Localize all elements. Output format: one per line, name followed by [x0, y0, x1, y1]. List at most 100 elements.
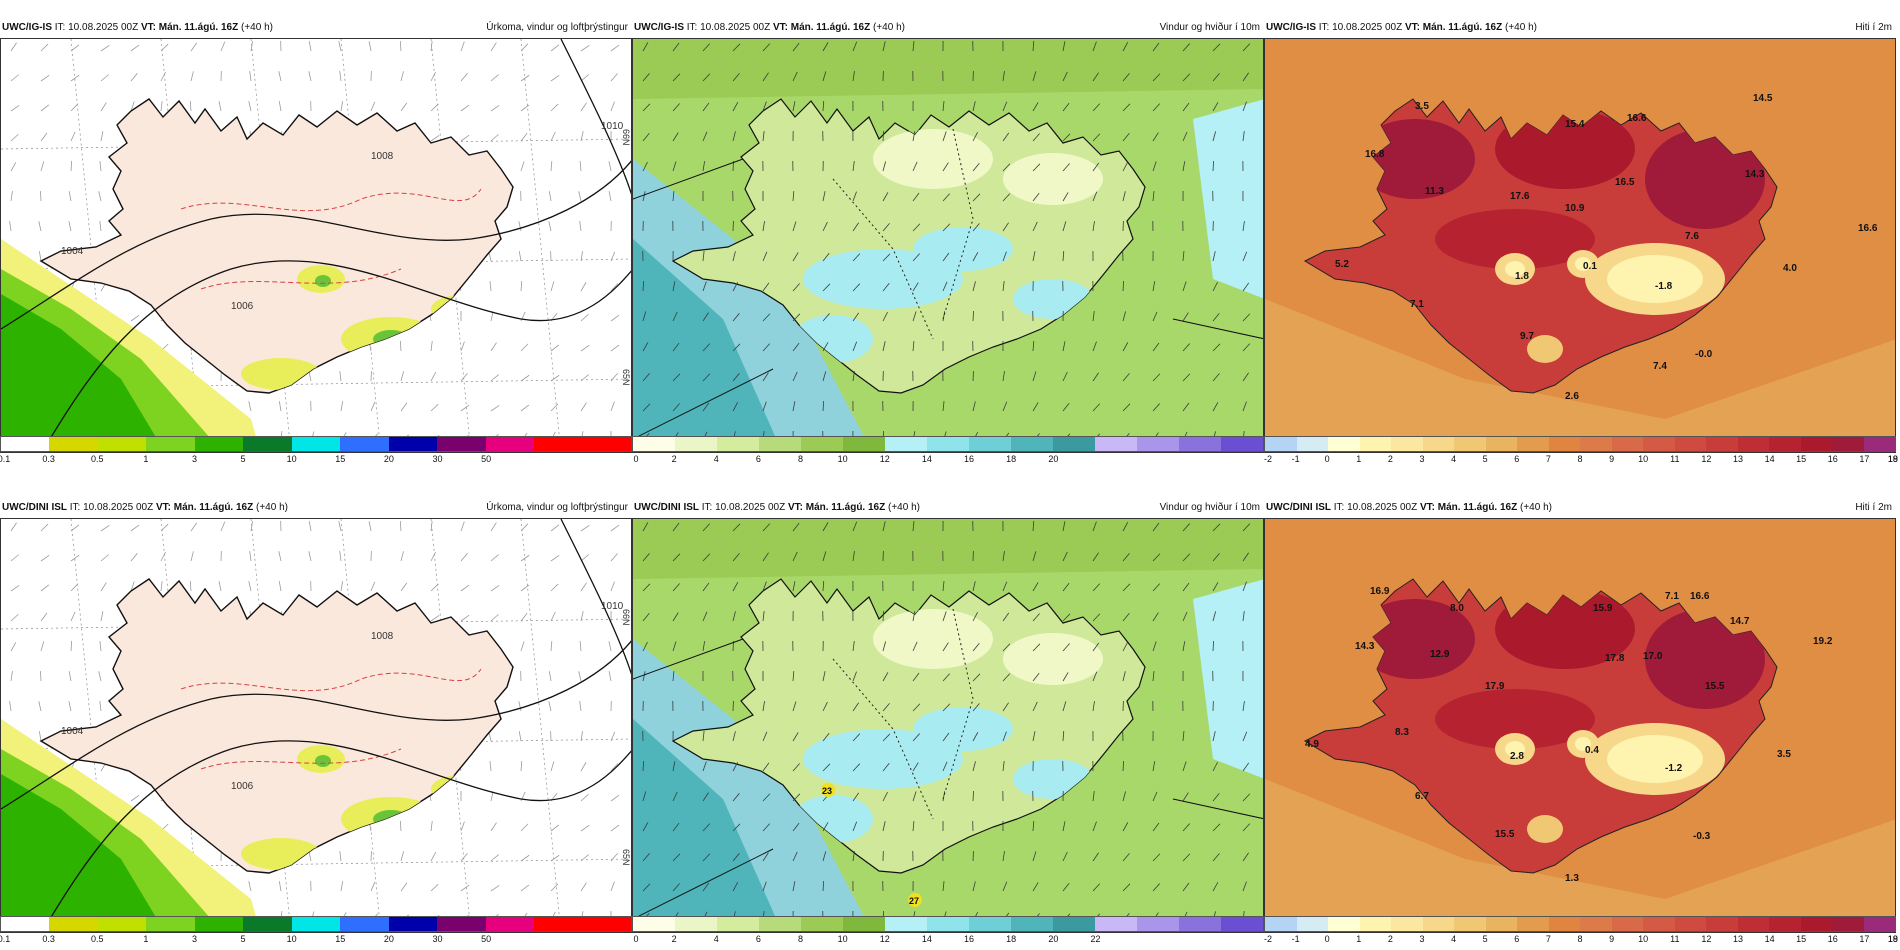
- temperature-label: 0.1: [1583, 261, 1597, 272]
- colorbar-segment: [1328, 437, 1360, 451]
- colorbar-tick: 17: [1859, 934, 1870, 944]
- colorbar-tick: 5: [240, 454, 246, 464]
- colorbar-tick: 13: [1732, 934, 1744, 944]
- temperature-colorbar-ticks: -2 -1 0 1 2 3 4 5 6 7 8 9 10 11 12 13 14 15 16 17 18 19: [1264, 454, 1898, 466]
- colorbar-segment: [759, 437, 801, 451]
- colorbar-segment: [1517, 437, 1549, 451]
- colorbar-segment: [194, 917, 244, 931]
- temperature-label: 11.3: [1425, 186, 1444, 197]
- colorbar-segment: [1643, 917, 1675, 931]
- isobar-label: 1004: [61, 726, 84, 737]
- temperature-label: 17.0: [1643, 651, 1663, 662]
- wind-map[interactable]: 23 27: [632, 518, 1264, 933]
- colorbar-segment: [1769, 437, 1801, 451]
- wind-colorbar: [632, 916, 1264, 932]
- colorbar-segment: [801, 917, 843, 931]
- colorbar-segment: [146, 917, 195, 931]
- temperature-label: 16.6: [1858, 223, 1878, 234]
- colorbar-segment: [485, 917, 535, 931]
- colorbar-tick: 6: [1514, 454, 1520, 464]
- temperature-label: 17.6: [1510, 191, 1530, 202]
- panel-wind-bottom: UWC/DINI ISL IT: 10.08.2025 00Z VT: Mán.…: [632, 500, 1264, 950]
- valid-time: Mán. 11.ágú. 16Z: [158, 22, 239, 33]
- lead-time: (+40 h): [888, 502, 920, 513]
- colorbar-tick: 2: [1387, 454, 1393, 464]
- colorbar-tick: 50: [481, 454, 492, 464]
- colorbar-segment: [1137, 437, 1179, 451]
- colorbar-segment: [534, 917, 583, 931]
- colorbar-tick: 11: [1670, 454, 1680, 464]
- precip-colorbar-ticks: 0.1 0.3 0.5 1 3 5 10 15 20 30 50: [0, 934, 632, 946]
- colorbar-segment: [437, 437, 486, 451]
- colorbar-segment: [582, 917, 632, 931]
- wind-colorbar: [632, 436, 1264, 452]
- isobar-label: 1008: [371, 151, 394, 162]
- colorbar-tick: 10: [1638, 934, 1649, 944]
- temperature-label: 1.8: [1515, 271, 1529, 282]
- temperature-label: 15.5: [1705, 681, 1725, 692]
- temperature-label: 5.2: [1335, 259, 1349, 270]
- wind-colorbar-ticks: 0 2 4 6 8 10 12 14 16 18 20: [632, 454, 1264, 466]
- temperature-label: 16.6: [1690, 591, 1710, 602]
- init-time: IT: 10.08.2025 00Z: [69, 502, 154, 513]
- colorbar-tick: 16: [964, 454, 975, 464]
- isobar-label: 1010: [601, 121, 624, 132]
- precip-map[interactable]: 1004 1008 1010 1006 66N 65N: [0, 518, 632, 933]
- panel-temp-top: UWC/IG-IS IT: 10.08.2025 00Z VT: Mán. 11…: [1264, 20, 1898, 470]
- temperature-label: -1.2: [1665, 763, 1683, 774]
- colorbar-segment: [485, 437, 535, 451]
- model-name: UWC/IG-IS: [1266, 22, 1316, 33]
- colorbar-tick: 12: [1701, 934, 1712, 944]
- colorbar-segment: [1095, 437, 1137, 451]
- temperature-label: 1.3: [1565, 873, 1579, 884]
- colorbar-segment: [582, 437, 632, 451]
- valid-time: Mán. 11.ágú. 16Z: [173, 502, 254, 513]
- isobar-label: 1008: [371, 631, 394, 642]
- projection-lines: [633, 638, 1263, 920]
- precip-map[interactable]: 1004 1008 1010 1006 66N 65N: [0, 38, 632, 453]
- colorbar-tick: 3: [1419, 454, 1425, 464]
- colorbar-tick: 8: [1577, 934, 1583, 944]
- colorbar-tick: 18: [1006, 454, 1017, 464]
- colorbar-segment: [49, 437, 98, 451]
- colorbar-segment: [1863, 917, 1895, 931]
- colorbar-tick: 6: [755, 934, 761, 944]
- temperature-label: 14.5: [1753, 93, 1773, 104]
- colorbar-tick: 15: [335, 934, 346, 944]
- colorbar-tick: 14: [1764, 454, 1775, 464]
- temperature-colorbar-ticks: -2 -1 0 1 2 3 4 5 6 7 8 9 10 11 12 13 14 15 16 17 18 19: [1264, 934, 1898, 946]
- wind-north-band: [633, 39, 1263, 99]
- colorbar-segment: [1548, 437, 1580, 451]
- colorbar-segment: [194, 437, 244, 451]
- temperature-label: 4.9: [1305, 739, 1319, 750]
- colorbar-tick: 9: [1609, 454, 1615, 464]
- colorbar-tick: 3: [191, 934, 197, 944]
- colorbar-segment: [1548, 917, 1580, 931]
- temperature-label: 6.7: [1415, 791, 1429, 802]
- colorbar-tick: 0: [1324, 934, 1330, 944]
- colorbar-tick: 14: [1764, 934, 1775, 944]
- temperature-label: 14.3: [1355, 641, 1375, 652]
- colorbar-tick: 2: [671, 454, 677, 464]
- colorbar-segment: [1179, 917, 1221, 931]
- colorbar-segment: [717, 437, 759, 451]
- wind-map[interactable]: [632, 38, 1264, 453]
- colorbar-segment: [1485, 437, 1517, 451]
- temperature-contours: [180, 188, 482, 290]
- temperature-label: 17.9: [1485, 681, 1505, 692]
- temperature-map[interactable]: 3.5 16.6 14.5 15.4 16.8 14.3 11.3 17.6 16.5 10.9 7…: [1264, 38, 1896, 453]
- colorbar-segment: [717, 917, 759, 931]
- colorbar-segment: [1422, 917, 1454, 931]
- colorbar-tick: 10: [837, 934, 848, 944]
- colorbar-tick: 14: [921, 454, 932, 464]
- precip-colorbar: [0, 436, 632, 452]
- colorbar-tick: 16: [1827, 934, 1838, 944]
- colorbar-segment: [97, 917, 147, 931]
- temperature-colorbar: [1264, 436, 1896, 452]
- gust-label: 23: [822, 786, 832, 796]
- colorbar-segment: [1674, 917, 1706, 931]
- colorbar-tick: 0.3: [42, 934, 55, 944]
- projection-lines: [633, 158, 1263, 440]
- temperature-map[interactable]: 16.9 8.0 15.9 7.1 16.6 14.7 19.2 14.3 12.9 17.8 17…: [1264, 518, 1896, 933]
- colorbar-tick: 6: [1514, 934, 1520, 944]
